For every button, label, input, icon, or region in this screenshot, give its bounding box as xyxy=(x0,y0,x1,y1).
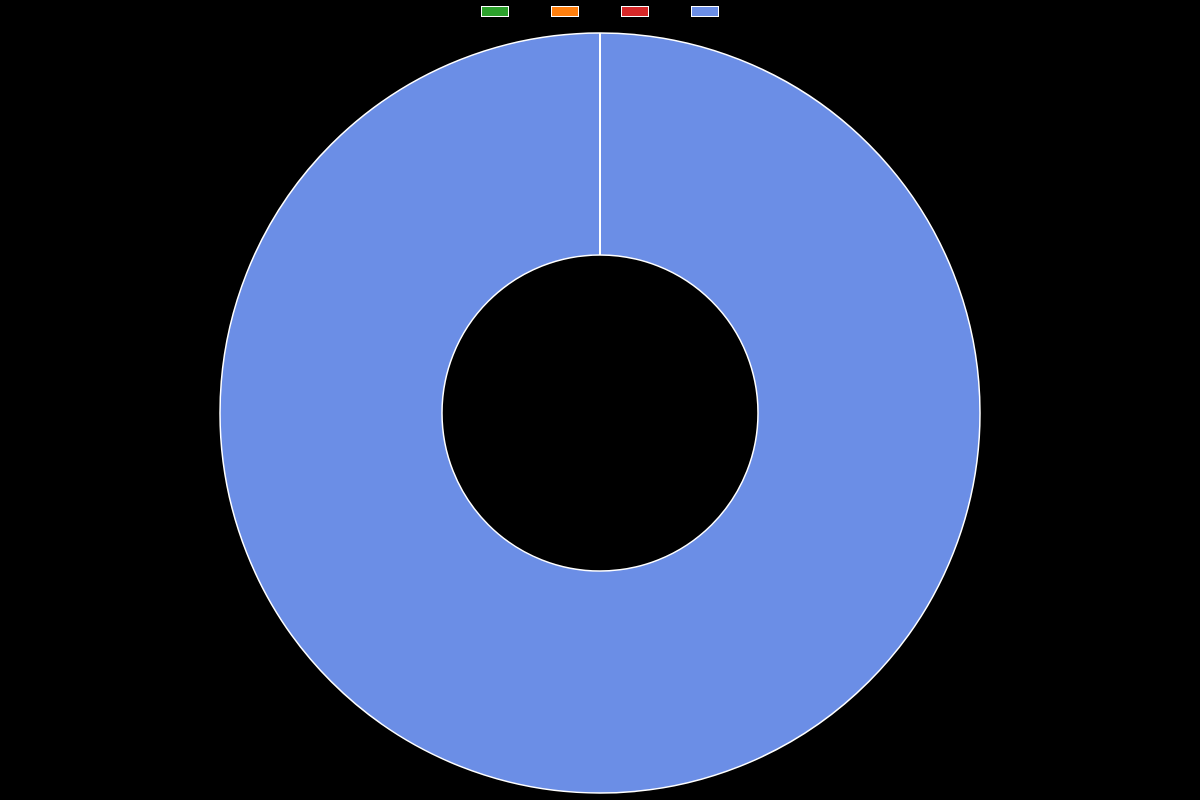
donut-svg xyxy=(215,28,985,798)
legend-swatch-2 xyxy=(621,6,649,17)
legend-item-3 xyxy=(691,6,719,17)
legend-item-2 xyxy=(621,6,649,17)
legend-item-0 xyxy=(481,6,509,17)
donut-inner-edge xyxy=(442,255,758,571)
chart-legend xyxy=(481,6,719,17)
donut-chart xyxy=(0,25,1200,800)
legend-swatch-1 xyxy=(551,6,579,17)
legend-item-1 xyxy=(551,6,579,17)
legend-swatch-3 xyxy=(691,6,719,17)
legend-swatch-0 xyxy=(481,6,509,17)
